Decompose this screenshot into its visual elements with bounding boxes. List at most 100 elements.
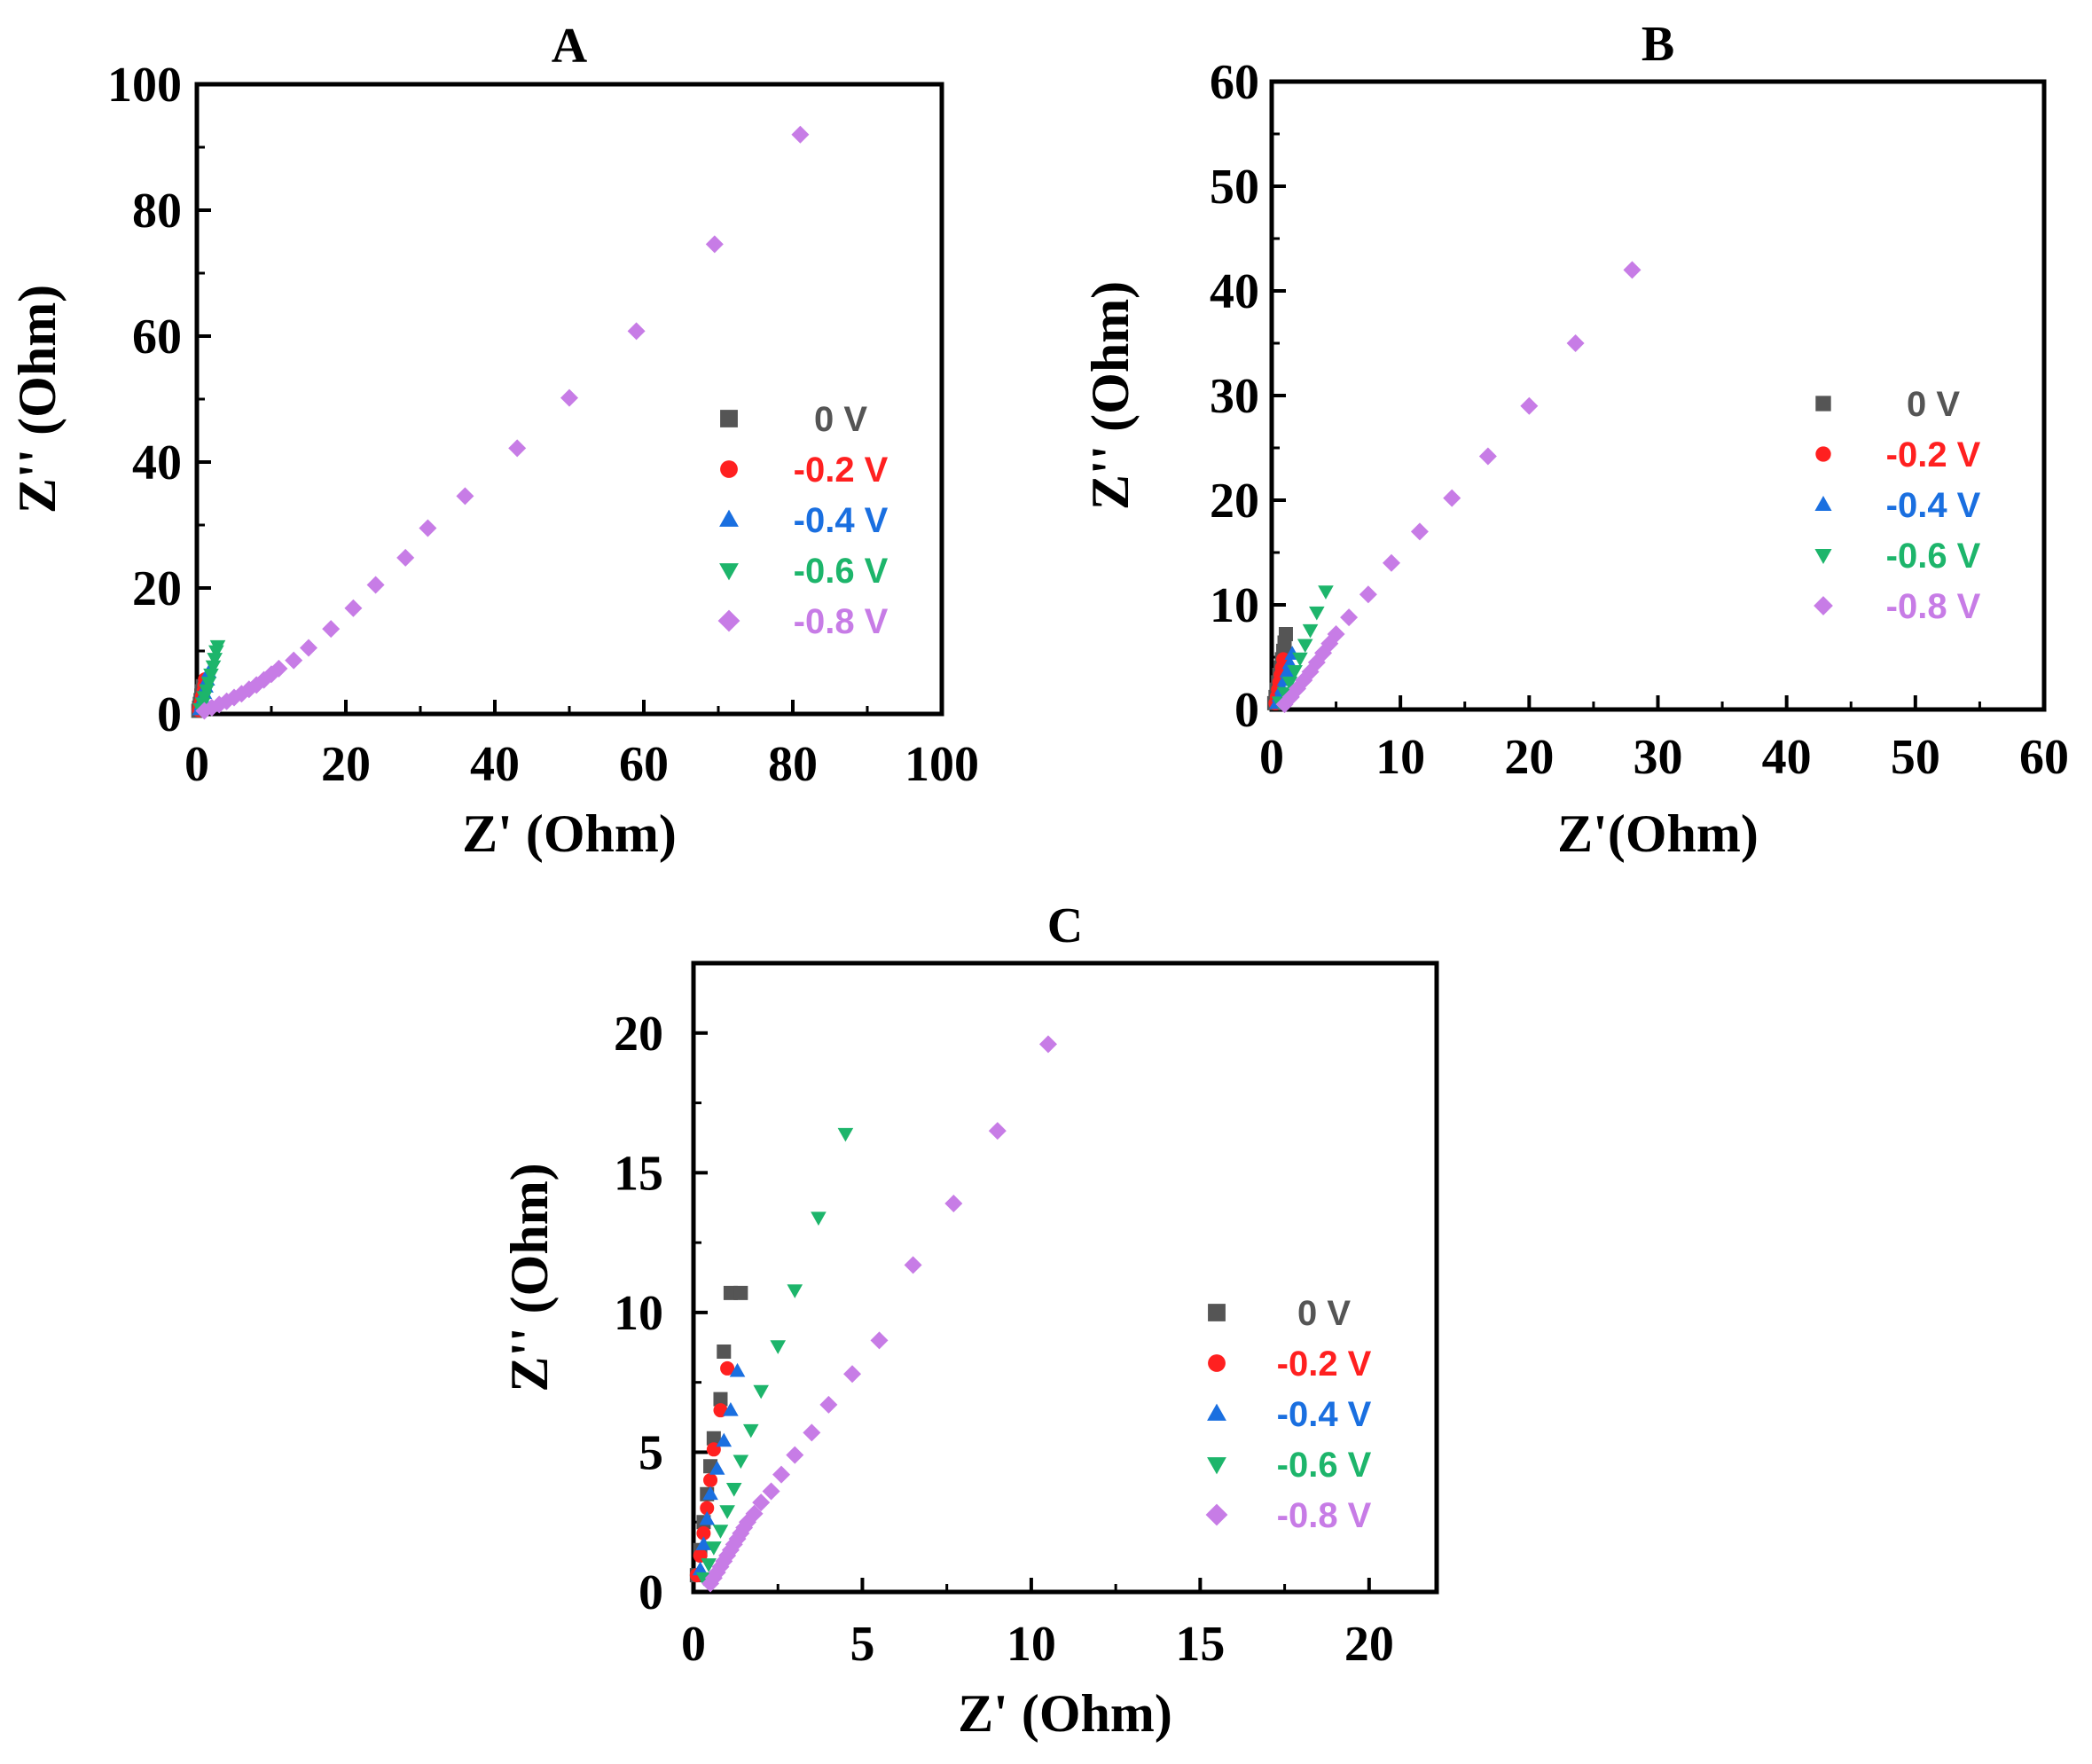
y-tick-label: 20 [132,561,182,616]
data-point [209,639,226,655]
legend: 0 V -0.2 V -0.4 V -0.6 V -0.8 V [717,400,889,641]
series-4 [701,1035,1057,1593]
data-point [396,548,415,567]
series-3 [1271,585,1334,710]
data-point [772,1465,791,1484]
data-point [791,125,810,144]
data-point [419,519,437,537]
data-point [745,1504,764,1523]
data-point [713,1392,728,1407]
legend-label: 0 V [1907,385,1960,424]
x-tick-label: 0 [681,1617,706,1672]
x-tick-label: 50 [1891,730,1940,785]
data-point [803,1423,821,1442]
legend-marker [1208,1304,1226,1321]
x-tick-label: 40 [1762,730,1812,785]
chart-title: B [1641,17,1674,72]
data-point [560,388,578,407]
chart-panel-a: A 0 20 40 60 80 100 0 20 40 60 80 100 Z' (Ohm) Z'' (Oh… [8,19,979,863]
data-point [203,668,219,683]
data-point [786,1446,804,1464]
data-point [300,639,317,657]
data-point [695,1536,712,1550]
data-point [725,1483,742,1497]
data-point [770,1340,787,1354]
y-tick-label: 30 [1210,369,1259,424]
data-point [270,659,288,678]
legend-label: -0.8 V [794,602,889,641]
data-point [762,1482,780,1501]
y-tick-label: 15 [614,1146,663,1201]
series-3 [695,1127,854,1587]
series-4 [1275,261,1641,714]
y-tick-label: 20 [1210,474,1259,529]
data-point [702,1486,718,1501]
data-point [1292,652,1308,667]
y-axis-label: Z'' (Ohm) [500,1163,559,1392]
data-point [988,1122,1007,1141]
data-point [1309,606,1325,621]
y-tick-label: 40 [132,435,182,490]
x-tick-label: 20 [321,737,371,792]
data-point [729,1362,746,1377]
data-point [843,1365,862,1384]
legend-label: -0.6 V [1886,537,1981,576]
data-point [705,235,724,254]
data-point [456,487,474,506]
data-point [627,322,646,341]
data-point [870,1331,889,1350]
legend-marker [1815,446,1831,462]
data-point [733,1454,749,1470]
x-tick-label: 40 [470,737,520,792]
y-tick-label: 0 [639,1565,663,1620]
x-tick-label: 10 [1007,1617,1056,1672]
data-point [1327,625,1345,644]
y-tick-label: 80 [132,184,182,239]
data-point [904,1256,922,1274]
legend-marker [1815,396,1831,412]
data-point [199,684,215,699]
x-axis-label: Z' (Ohm) [958,1684,1172,1743]
data-point [733,1285,748,1300]
data-point [752,1494,771,1512]
chart-panel-b: B 0 10 20 30 40 50 60 0 10 20 30 40 50 60 Z'(Ohm) Z'' (O… [1081,17,2069,863]
x-tick-label: 20 [1344,1617,1394,1672]
legend-marker [1205,1503,1228,1526]
x-tick-label: 30 [1634,730,1683,785]
data-point [700,1501,715,1516]
chart-title: A [552,19,588,74]
x-axis-label: Z' (Ohm) [462,804,677,863]
data-point [723,1401,739,1416]
data-point [712,1525,729,1539]
legend: 0 V -0.2 V -0.4 V -0.6 V -0.8 V [1205,1294,1372,1535]
data-point [692,1561,709,1576]
data-point [720,1360,735,1376]
data-point [837,1127,854,1142]
data-point [819,1395,838,1414]
data-point [1566,334,1585,352]
chart-panel-c: C 0 5 10 15 20 0 5 10 15 20 Z' (Ohm) Z'' (Ohm) 0 V -0.… [500,898,1439,1743]
y-axis-label: Z'' (Ohm) [1081,281,1140,510]
x-tick-label: 20 [1504,730,1554,785]
data-point [322,620,341,639]
legend-marker [1814,596,1833,615]
x-tick-label: 10 [1375,730,1425,785]
legend-marker [719,509,739,527]
data-point [1359,585,1377,604]
legend-marker [719,563,739,581]
x-tick-label: 60 [2019,730,2069,785]
legend-marker [717,609,740,632]
data-point [1520,396,1539,415]
data-point [787,1284,803,1298]
series-3 [192,639,226,717]
data-point [742,1423,759,1439]
data-point [1279,663,1296,678]
data-point [210,695,229,714]
data-point [1278,627,1293,642]
data-point [1443,489,1461,507]
legend-label: -0.8 V [1277,1496,1372,1535]
data-point [706,1431,721,1446]
data-point [1478,447,1497,466]
data-point [344,599,363,617]
